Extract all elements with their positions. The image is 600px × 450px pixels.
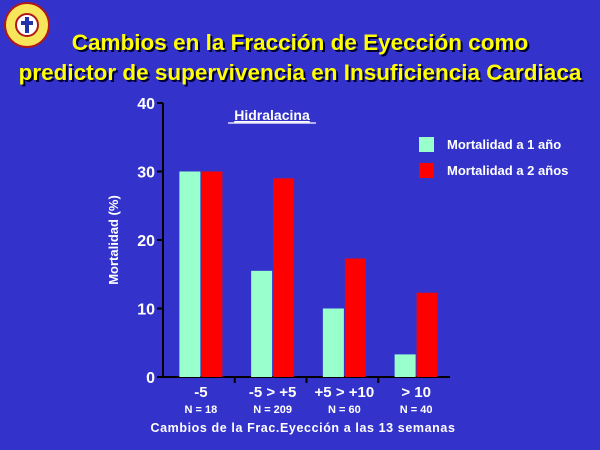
bar-mortality-2yr — [416, 292, 438, 377]
x-category-label: -5 — [194, 384, 207, 401]
title-line-1: Cambios en la Fracción de Eyección como — [71, 30, 529, 55]
x-sample-size-label: N = 18 — [185, 404, 218, 416]
x-sample-size-label: N = 40 — [400, 404, 433, 416]
slide-title: Cambios en la Fracción de Eyección como … — [0, 28, 600, 88]
bar-mortality-2yr — [273, 178, 295, 377]
x-category-label: -5 > +5 — [249, 384, 297, 401]
bar-mortality-1yr — [322, 308, 344, 377]
x-sample-size-label: N = 60 — [328, 404, 361, 416]
university-seal-logo — [4, 2, 50, 48]
x-category-label: > 10 — [401, 384, 431, 401]
x-sample-size-label: N = 209 — [253, 404, 292, 416]
bar-mortality-2yr — [201, 171, 223, 377]
y-tick-label: 10 — [137, 302, 155, 319]
bar-mortality-1yr — [179, 171, 201, 377]
bar-mortality-1yr — [394, 354, 416, 377]
legend-swatch — [419, 163, 434, 178]
legend-label: Mortalidad a 1 año — [447, 137, 561, 152]
bar-mortality-2yr — [344, 258, 366, 377]
seal-cross-horizontal — [21, 21, 33, 25]
x-axis-label: Cambios de la Frac.Eyección a las 13 sem… — [150, 421, 455, 435]
chart-subtitle: Hidralacina — [234, 107, 310, 123]
title-line-2: predictor de supervivencia en Insuficien… — [18, 60, 582, 85]
y-tick-label: 30 — [137, 165, 155, 182]
x-category-label: +5 > +10 — [315, 384, 375, 401]
seal-cross-vertical — [25, 17, 29, 33]
bar-mortality-1yr — [251, 270, 273, 377]
y-tick-label: 40 — [137, 96, 155, 113]
legend-label: Mortalidad a 2 años — [447, 163, 568, 178]
y-tick-label: 20 — [137, 233, 155, 250]
y-tick-label: 0 — [146, 370, 155, 387]
legend-swatch — [419, 137, 434, 152]
y-axis-label: Mortalidad (%) — [106, 195, 121, 285]
